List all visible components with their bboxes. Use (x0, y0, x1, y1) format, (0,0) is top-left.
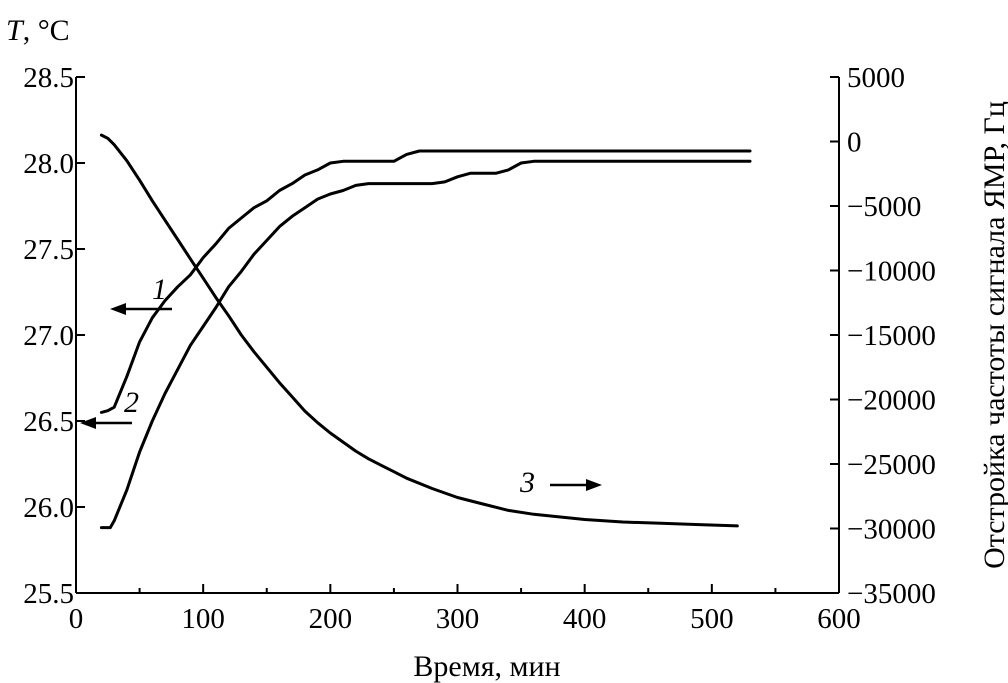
y-right-tick-label: 5000 (847, 62, 905, 94)
y-left-tick-label: 27.5 (23, 234, 74, 266)
curve-labels: 1 2 3 (80, 273, 602, 499)
series-line-3 (99, 133, 739, 528)
y-left-tick-label: 25.5 (23, 578, 74, 610)
ticks: 0 100 200 300 400 500 600 28.5 28.0 27.5 27.0 26.5 2… (23, 62, 936, 635)
curve-label-1: 1 (152, 273, 167, 306)
series-layer (99, 133, 752, 530)
x-tick-label: 400 (563, 603, 607, 635)
y-left-tick-label: 26.0 (23, 492, 74, 524)
axes (75, 77, 840, 594)
y-axis-left-symbol: T (6, 14, 25, 47)
x-tick-label: 100 (181, 603, 225, 635)
y-right-tick-label: −30000 (847, 514, 936, 546)
x-tick-label: 300 (436, 603, 480, 635)
y-right-tick-label: −5000 (847, 191, 921, 223)
y-right-tick-label: −35000 (847, 578, 936, 610)
series-line-1 (99, 149, 752, 414)
series-line-2 (99, 159, 752, 530)
y-axis-left-unit: , °C (23, 14, 70, 47)
y-right-tick-label: −25000 (847, 449, 936, 481)
y-right-tick-label: −10000 (847, 256, 936, 288)
x-tick-label: 500 (690, 603, 734, 635)
y-left-tick-label: 27.0 (23, 320, 74, 352)
y-right-tick-label: −15000 (847, 320, 936, 352)
y-axis-right-title: Отстройка частоты сигнала ЯМР, Гц (978, 101, 1008, 569)
y-axis-left-title: T, °C (6, 14, 70, 47)
y-left-tick-label: 26.5 (23, 406, 74, 438)
y-right-tick-label: 0 (847, 127, 862, 159)
arrowhead-left-icon (110, 303, 126, 315)
x-axis-title: Время, мин (413, 650, 560, 683)
x-tick-label: 600 (817, 603, 861, 635)
arrowhead-right-icon (586, 479, 602, 491)
curve-label-2: 2 (124, 386, 139, 419)
curve-label-3: 3 (519, 466, 535, 499)
y-left-tick-label: 28.5 (23, 62, 74, 94)
y-left-tick-label: 28.0 (23, 148, 74, 180)
x-tick-label: 200 (309, 603, 353, 635)
y-right-tick-label: −20000 (847, 385, 936, 417)
x-tick-label: 0 (69, 603, 84, 635)
arrowhead-left-icon (80, 417, 96, 429)
